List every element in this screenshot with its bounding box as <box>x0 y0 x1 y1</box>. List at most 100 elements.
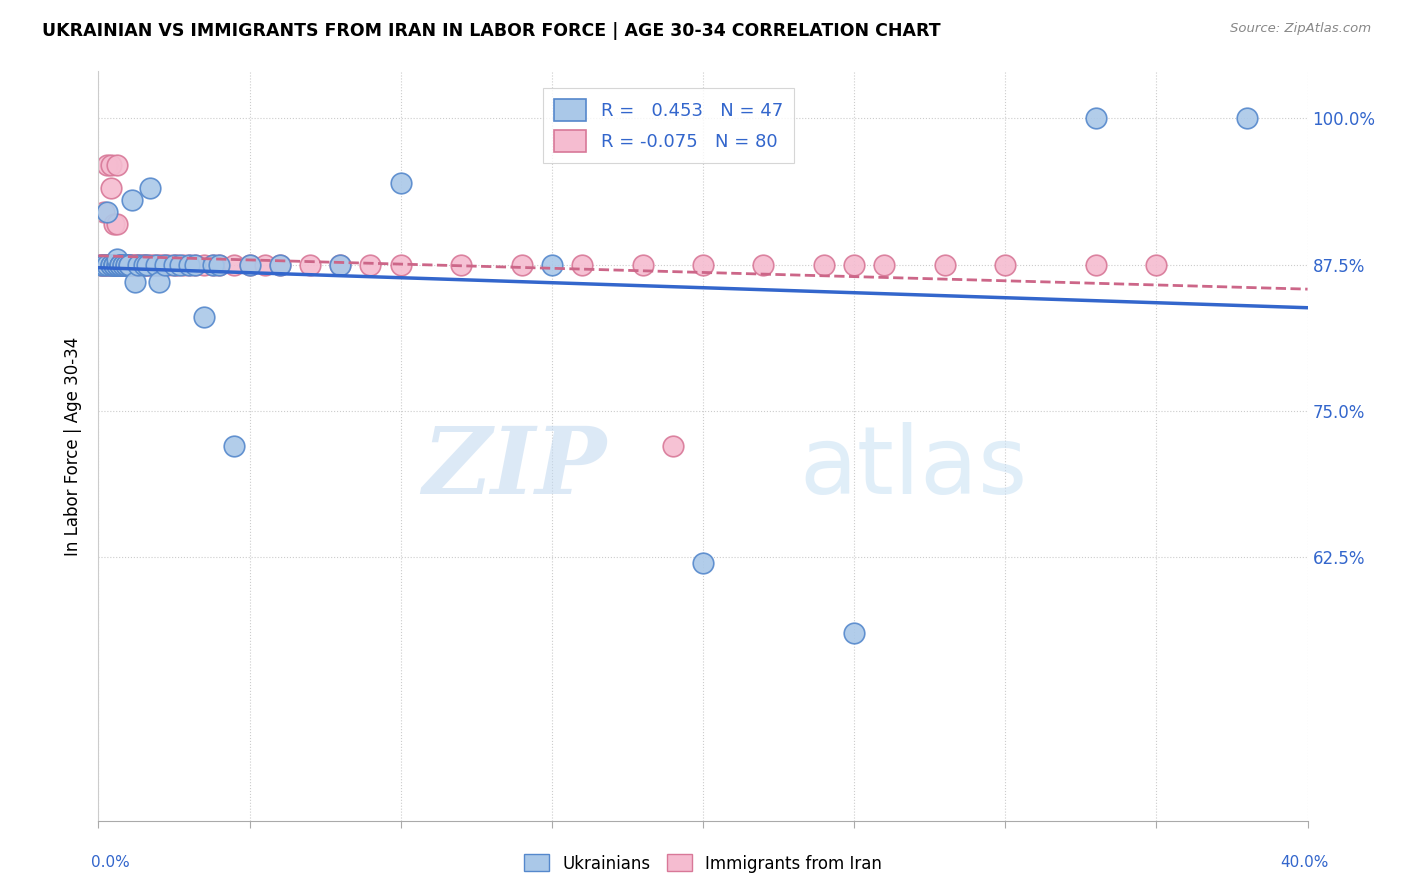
Point <box>208 258 231 272</box>
Point <box>118 258 141 272</box>
Point <box>172 258 194 272</box>
Text: Source: ZipAtlas.com: Source: ZipAtlas.com <box>1230 22 1371 36</box>
Point <box>96 204 118 219</box>
Point <box>108 258 131 272</box>
Point <box>132 258 155 272</box>
Point <box>148 258 170 272</box>
Point <box>239 258 262 272</box>
Point <box>111 258 134 272</box>
Point <box>540 258 562 272</box>
Point <box>129 258 152 272</box>
Point <box>108 258 131 272</box>
Point <box>127 258 149 272</box>
Point <box>114 258 136 272</box>
Point <box>96 258 118 272</box>
Point <box>93 258 115 272</box>
Point <box>103 258 125 272</box>
Point <box>103 217 125 231</box>
Point <box>1085 258 1108 272</box>
Point <box>105 252 128 266</box>
Point <box>105 258 128 272</box>
Point <box>329 258 352 272</box>
Point <box>100 258 122 272</box>
Text: atlas: atlas <box>800 423 1028 515</box>
Point <box>184 258 207 272</box>
Point <box>105 258 128 272</box>
Text: 40.0%: 40.0% <box>1281 855 1329 870</box>
Point <box>163 258 186 272</box>
Point <box>105 158 128 172</box>
Point <box>103 258 125 272</box>
Point <box>121 258 143 272</box>
Point <box>163 258 186 272</box>
Point <box>132 258 155 272</box>
Point <box>873 258 896 272</box>
Point <box>661 439 683 453</box>
Legend: R =   0.453   N = 47, R = -0.075   N = 80: R = 0.453 N = 47, R = -0.075 N = 80 <box>543 88 793 162</box>
Point <box>108 258 131 272</box>
Point <box>844 258 866 272</box>
Point <box>253 258 276 272</box>
Point <box>103 258 125 272</box>
Point <box>239 258 262 272</box>
Point <box>1085 112 1108 126</box>
Point <box>692 556 714 570</box>
Point <box>752 258 775 272</box>
Point <box>813 258 835 272</box>
Point <box>510 258 533 272</box>
Point <box>124 275 146 289</box>
Point <box>145 258 167 272</box>
Point <box>108 258 131 272</box>
Point <box>193 258 215 272</box>
Text: 0.0%: 0.0% <box>91 855 131 870</box>
Point <box>121 193 143 207</box>
Point <box>118 258 141 272</box>
Point <box>299 258 322 272</box>
Point <box>96 258 118 272</box>
Point <box>1144 258 1167 272</box>
Point <box>118 258 141 272</box>
Point <box>132 258 155 272</box>
Point <box>142 258 165 272</box>
Point <box>145 258 167 272</box>
Point <box>93 204 115 219</box>
Point <box>90 258 112 272</box>
Point <box>124 258 146 272</box>
Point <box>153 258 176 272</box>
Point <box>93 258 115 272</box>
Point <box>100 158 122 172</box>
Point <box>389 176 412 190</box>
Point <box>93 258 115 272</box>
Point <box>127 258 149 272</box>
Point <box>135 258 157 272</box>
Point <box>114 258 136 272</box>
Point <box>153 258 176 272</box>
Point <box>124 258 146 272</box>
Y-axis label: In Labor Force | Age 30-34: In Labor Force | Age 30-34 <box>65 336 83 556</box>
Point <box>90 258 112 272</box>
Point <box>100 258 122 272</box>
Point <box>127 258 149 272</box>
Point <box>934 258 956 272</box>
Point <box>571 258 593 272</box>
Point <box>631 258 654 272</box>
Point <box>114 258 136 272</box>
Point <box>111 258 134 272</box>
Legend: Ukrainians, Immigrants from Iran: Ukrainians, Immigrants from Iran <box>517 847 889 880</box>
Point <box>90 258 112 272</box>
Point <box>100 258 122 272</box>
Point <box>114 258 136 272</box>
Point <box>224 258 246 272</box>
Point <box>202 258 225 272</box>
Text: UKRAINIAN VS IMMIGRANTS FROM IRAN IN LABOR FORCE | AGE 30-34 CORRELATION CHART: UKRAINIAN VS IMMIGRANTS FROM IRAN IN LAB… <box>42 22 941 40</box>
Point <box>166 258 188 272</box>
Point <box>450 258 472 272</box>
Point <box>103 258 125 272</box>
Point <box>179 258 201 272</box>
Point <box>994 258 1017 272</box>
Point <box>202 258 225 272</box>
Point <box>269 258 291 272</box>
Point <box>135 258 157 272</box>
Point <box>96 258 118 272</box>
Point <box>139 258 162 272</box>
